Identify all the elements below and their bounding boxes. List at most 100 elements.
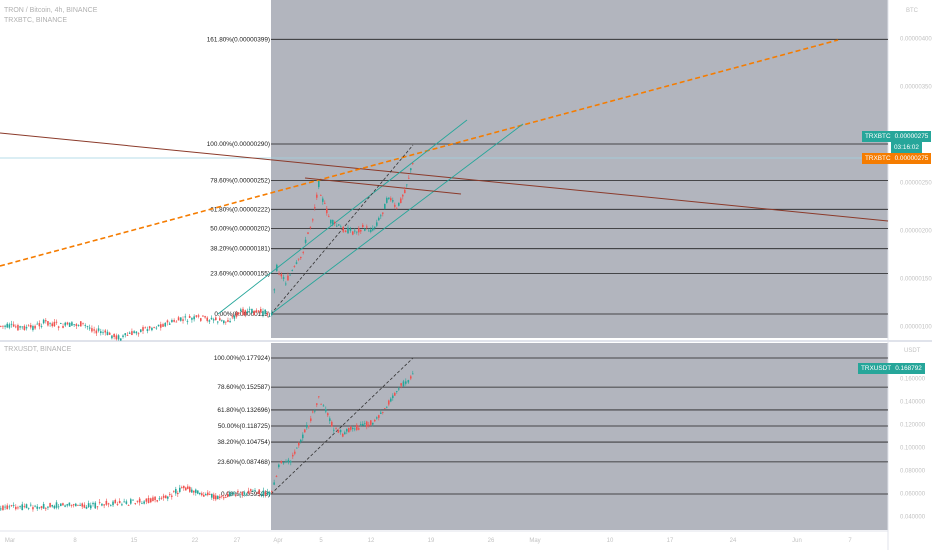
candle-body xyxy=(304,429,306,433)
candle-body xyxy=(142,327,144,331)
candle-body xyxy=(93,329,95,331)
candle-body xyxy=(127,505,130,506)
candle-body xyxy=(412,163,414,165)
candle-body xyxy=(316,194,318,198)
candle-body xyxy=(94,502,97,509)
time-tick: 7 xyxy=(848,538,852,544)
horizontal-resistance-line[interactable] xyxy=(304,177,462,195)
candle-body xyxy=(332,220,334,225)
candle-body xyxy=(251,308,253,313)
bottom-fib-diagonal[interactable] xyxy=(270,357,414,495)
candle-body xyxy=(318,180,320,188)
candle-body xyxy=(34,325,36,329)
candle-body xyxy=(8,324,11,328)
time-tick: 5 xyxy=(319,538,323,544)
candle-body xyxy=(108,332,111,335)
candle-body xyxy=(45,320,47,322)
candle-body xyxy=(162,324,164,327)
candle-body xyxy=(240,309,242,312)
candle-body xyxy=(49,322,51,324)
candle-body xyxy=(182,319,184,321)
candle-body xyxy=(105,500,108,505)
candle-body xyxy=(257,310,260,312)
top-fib-diagonal[interactable] xyxy=(270,144,414,315)
bottom-price-tag: TRXUSDT 0.168792 xyxy=(858,363,925,374)
bottom-fib-retracement[interactable]: 100.00%(0.177924) 78.60%(0.152587) 61.80%(… xyxy=(214,355,888,498)
candle-body xyxy=(197,315,200,317)
candle-body xyxy=(412,373,414,375)
candle-body xyxy=(335,428,337,430)
candle-body xyxy=(169,493,171,495)
candle-body xyxy=(23,325,26,331)
candle-body xyxy=(396,391,398,392)
candle-body xyxy=(378,415,380,418)
candle-body xyxy=(407,380,410,383)
candle-body xyxy=(206,317,209,321)
candle-body xyxy=(334,221,336,224)
brown-trend-line[interactable] xyxy=(0,132,889,222)
top-symbol-subtitle[interactable]: TRXBTC, BINANCE xyxy=(4,17,68,24)
candle-body xyxy=(394,393,396,396)
time-tick: 24 xyxy=(730,538,737,544)
top-fib-retracement[interactable]: 161.80%(0.00000399) 100.00%(0.00000290) 78… xyxy=(207,36,888,318)
candle-body xyxy=(402,194,404,197)
candle-body xyxy=(70,504,73,506)
candle-body xyxy=(0,508,2,510)
time-tick: May xyxy=(529,538,540,544)
channel-lower-line[interactable] xyxy=(270,123,524,315)
top-candlesticks xyxy=(0,162,414,342)
candle-body xyxy=(40,506,43,509)
top-price-axis[interactable]: 0.00000400 0.00000350 0.00000250 0.00000200… xyxy=(900,36,932,330)
time-tick: Apr xyxy=(273,538,282,544)
candle-body xyxy=(223,320,225,324)
candle-body xyxy=(51,505,54,507)
candle-body xyxy=(135,331,138,334)
bottom-selection-box xyxy=(271,343,888,530)
candle-body xyxy=(140,329,142,332)
candle-body xyxy=(405,381,407,384)
candle-body xyxy=(153,327,155,328)
bottom-price-axis[interactable]: 0.160000 0.140000 0.120000 0.100000 0.080000… xyxy=(900,377,926,521)
channel-upper-line[interactable] xyxy=(217,119,468,315)
candle-body xyxy=(398,202,400,206)
orange-dashed-projection[interactable] xyxy=(0,39,839,267)
candle-body xyxy=(348,427,350,433)
candle-body xyxy=(38,507,41,509)
candle-body xyxy=(278,464,280,468)
candle-body xyxy=(103,504,105,506)
candle-body xyxy=(57,506,60,508)
candle-body xyxy=(83,504,86,508)
candle-body xyxy=(314,410,316,412)
candle-body xyxy=(175,321,178,323)
candle-body xyxy=(171,320,173,322)
bottom-price-tick: 0.100000 xyxy=(900,446,926,452)
candle-body xyxy=(62,326,64,328)
candle-body xyxy=(300,256,302,259)
candle-body xyxy=(64,322,67,326)
top-fib-level-label: 0.00%(0.00000113) xyxy=(214,311,270,318)
candle-body xyxy=(362,423,364,426)
candle-body xyxy=(131,331,133,336)
candle-body xyxy=(92,502,94,505)
candle-body xyxy=(280,461,282,463)
candle-body xyxy=(51,323,54,327)
candle-body xyxy=(195,315,198,317)
candle-body xyxy=(111,335,113,339)
candle-body xyxy=(404,189,406,194)
candle-body xyxy=(235,494,237,496)
candle-body xyxy=(349,228,352,231)
candle-body xyxy=(211,493,213,498)
candle-body xyxy=(408,177,410,179)
candle-body xyxy=(229,492,231,497)
bottom-symbol-title[interactable]: TRXUSDT, BINANCE xyxy=(4,346,72,353)
time-axis[interactable]: Mar 8 15 22 27 Apr 5 12 19 26 May 10 17 24 Jun 7 xyxy=(5,538,853,544)
candle-body xyxy=(243,492,246,495)
top-symbol-title[interactable]: TRON / Bitcoin, 4h, BINANCE xyxy=(4,7,98,14)
candle-body xyxy=(235,312,238,317)
bottom-fib-level-label: 23.60%(0.087468) xyxy=(217,459,270,466)
candle-body xyxy=(68,322,71,327)
candle-body xyxy=(87,503,90,508)
candle-body xyxy=(327,413,329,416)
candle-body xyxy=(256,492,258,494)
candle-body xyxy=(75,503,77,507)
